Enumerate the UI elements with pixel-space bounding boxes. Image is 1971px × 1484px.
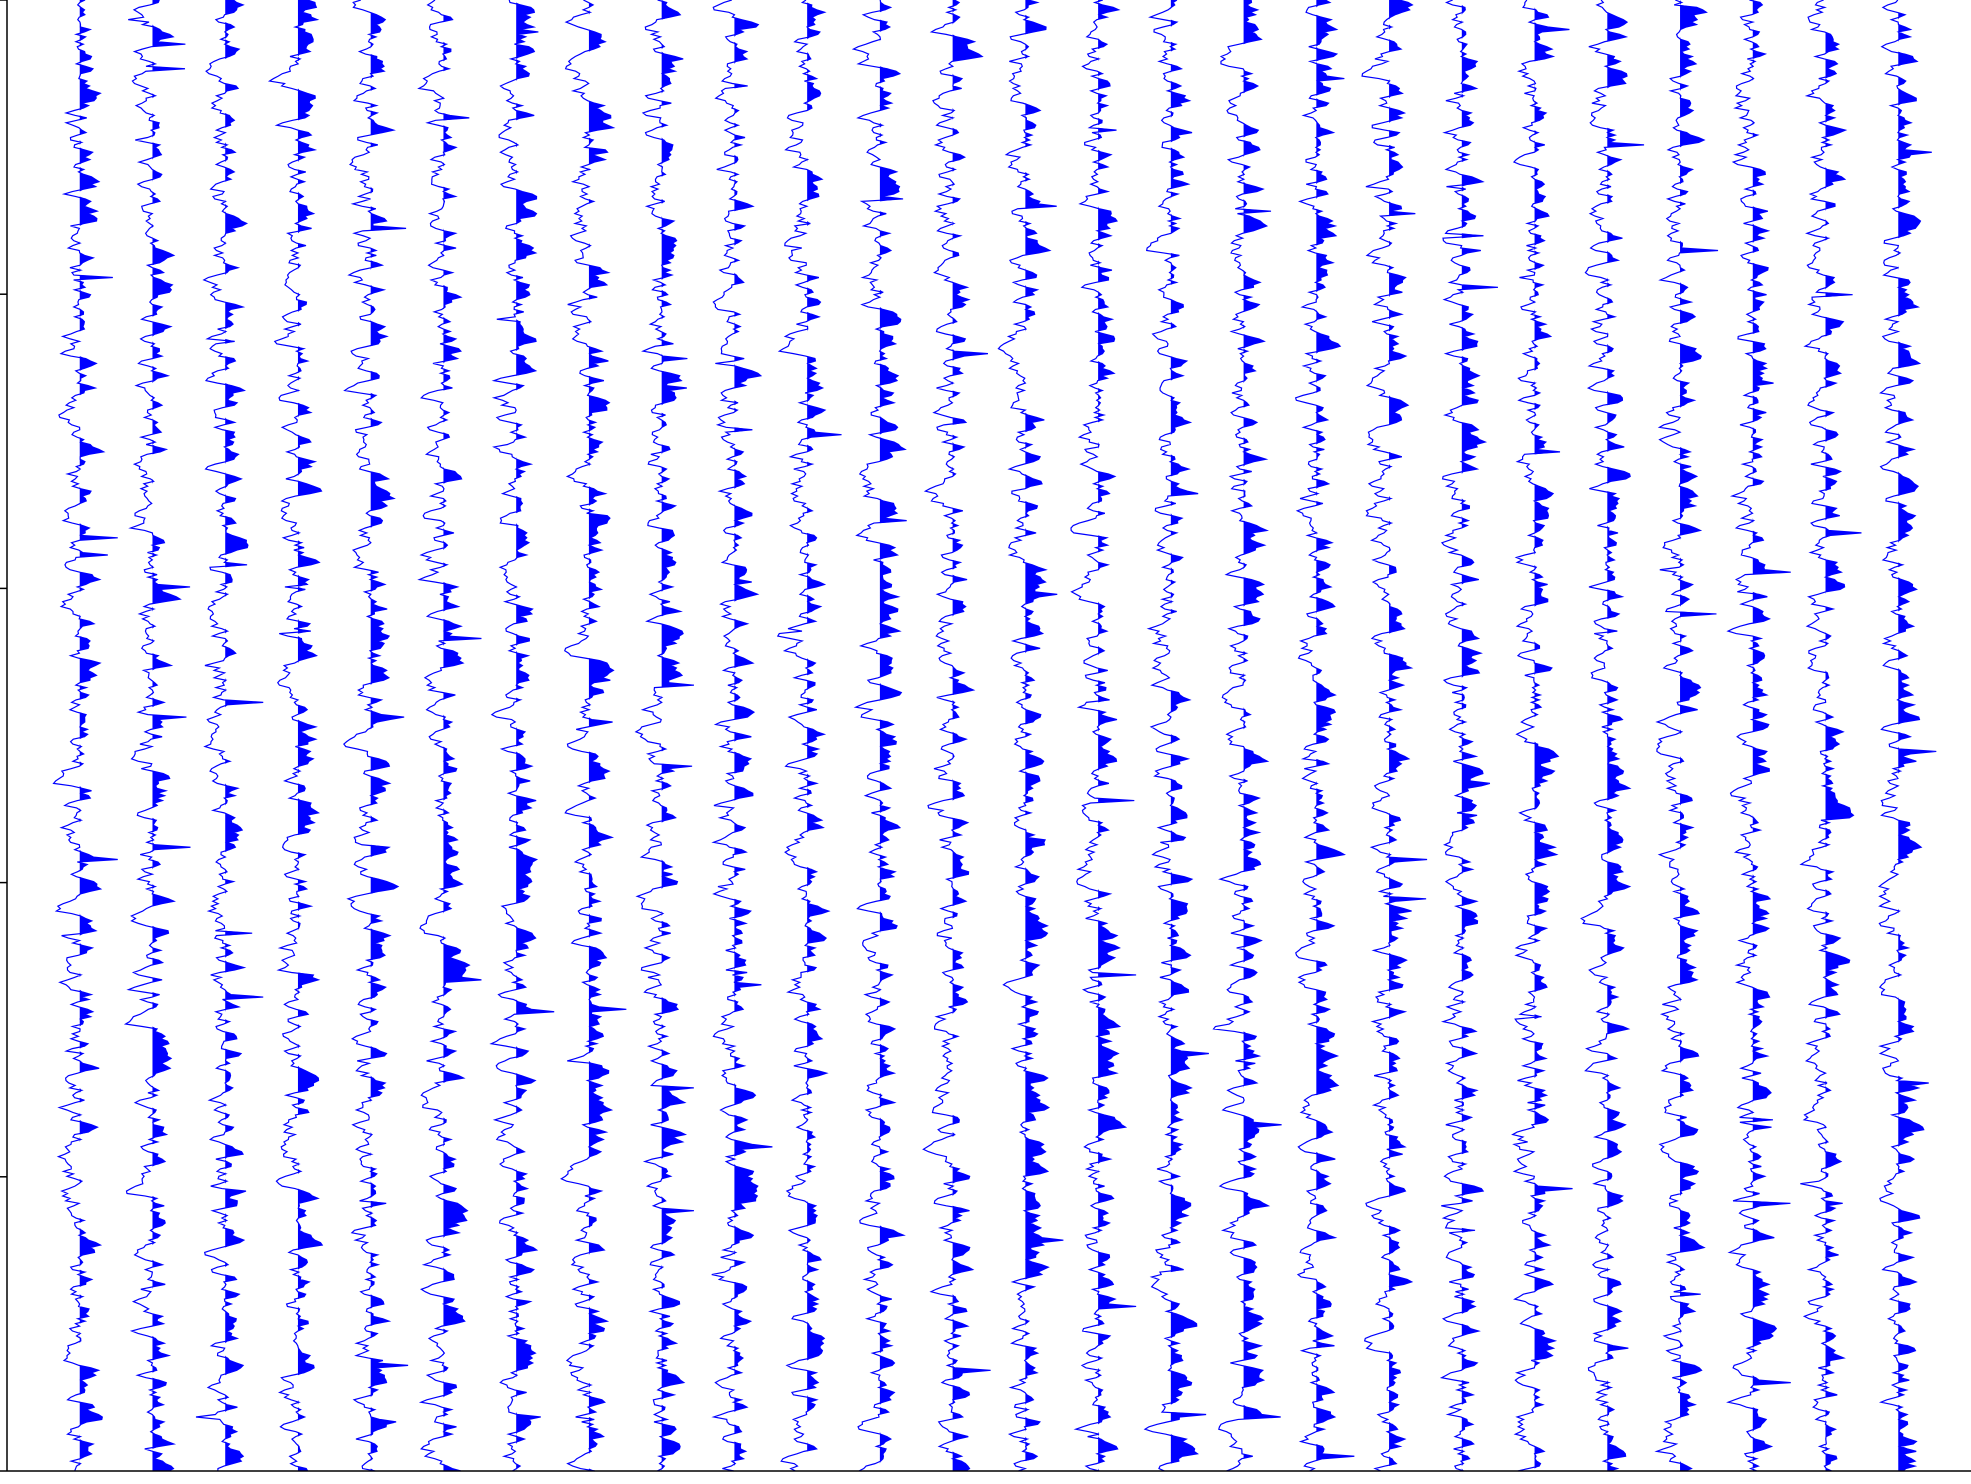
trace-2 (123, 0, 191, 1472)
trace-15 (1070, 0, 1137, 1472)
trace-fill-7 (516, 0, 555, 1471)
trace-line-10 (711, 0, 773, 1472)
trace-line-4 (267, 0, 324, 1472)
trace-10 (711, 0, 773, 1472)
trace-fill-25 (1825, 0, 1862, 1471)
trace-line-8 (560, 0, 627, 1472)
trace-line-20 (1439, 0, 1499, 1472)
trace-line-16 (1143, 0, 1209, 1472)
trace-5 (343, 0, 409, 1472)
trace-line-25 (1799, 0, 1862, 1472)
trace-1 (52, 0, 118, 1472)
trace-23 (1654, 0, 1719, 1472)
trace-fill-6 (443, 0, 482, 1471)
trace-fill-11 (807, 0, 842, 1471)
trace-fill-14 (1025, 0, 1064, 1471)
trace-22 (1580, 0, 1645, 1472)
trace-19 (1361, 0, 1428, 1472)
trace-line-21 (1511, 0, 1573, 1472)
trace-fill-10 (734, 0, 773, 1471)
trace-20 (1439, 0, 1499, 1472)
trace-fill-17 (1243, 0, 1282, 1471)
trace-line-5 (343, 0, 409, 1472)
trace-4 (267, 0, 324, 1472)
trace-17 (1212, 0, 1282, 1472)
trace-fill-4 (297, 0, 323, 1471)
trace-fill-26 (1898, 0, 1937, 1471)
trace-line-22 (1580, 0, 1645, 1472)
trace-7 (489, 0, 555, 1472)
trace-12 (851, 0, 907, 1472)
trace-24 (1726, 0, 1791, 1472)
trace-fill-3 (225, 0, 264, 1471)
trace-8 (560, 0, 627, 1472)
trace-line-9 (634, 0, 694, 1472)
trace-line-19 (1361, 0, 1428, 1472)
trace-fill-24 (1752, 0, 1791, 1471)
trace-fill-8 (588, 0, 627, 1471)
trace-line-12 (851, 0, 907, 1472)
trace-line-17 (1212, 0, 1282, 1472)
trace-line-26 (1877, 0, 1937, 1472)
trace-fill-9 (661, 0, 694, 1471)
traces-group (52, 0, 1937, 1472)
trace-line-11 (776, 0, 842, 1472)
trace-fill-13 (952, 0, 991, 1471)
trace-line-15 (1070, 0, 1137, 1472)
trace-fill-2 (152, 0, 191, 1471)
trace-line-3 (195, 0, 264, 1472)
trace-25 (1799, 0, 1862, 1472)
trace-line-24 (1726, 0, 1791, 1472)
trace-9 (634, 0, 694, 1472)
trace-line-6 (417, 0, 482, 1472)
trace-13 (922, 0, 991, 1472)
trace-11 (776, 0, 842, 1472)
trace-6 (417, 0, 482, 1472)
trace-18 (1294, 0, 1355, 1472)
trace-fill-16 (1170, 0, 1209, 1471)
trace-26 (1877, 0, 1937, 1472)
trace-line-14 (997, 0, 1064, 1472)
trace-line-13 (922, 0, 991, 1472)
trace-line-2 (123, 0, 191, 1472)
trace-3 (195, 0, 264, 1472)
trace-line-1 (52, 0, 118, 1472)
trace-21 (1511, 0, 1573, 1472)
trace-14 (997, 0, 1064, 1472)
trace-line-7 (489, 0, 555, 1472)
trace-16 (1143, 0, 1209, 1472)
trace-line-23 (1654, 0, 1719, 1472)
trace-line-18 (1294, 0, 1355, 1472)
